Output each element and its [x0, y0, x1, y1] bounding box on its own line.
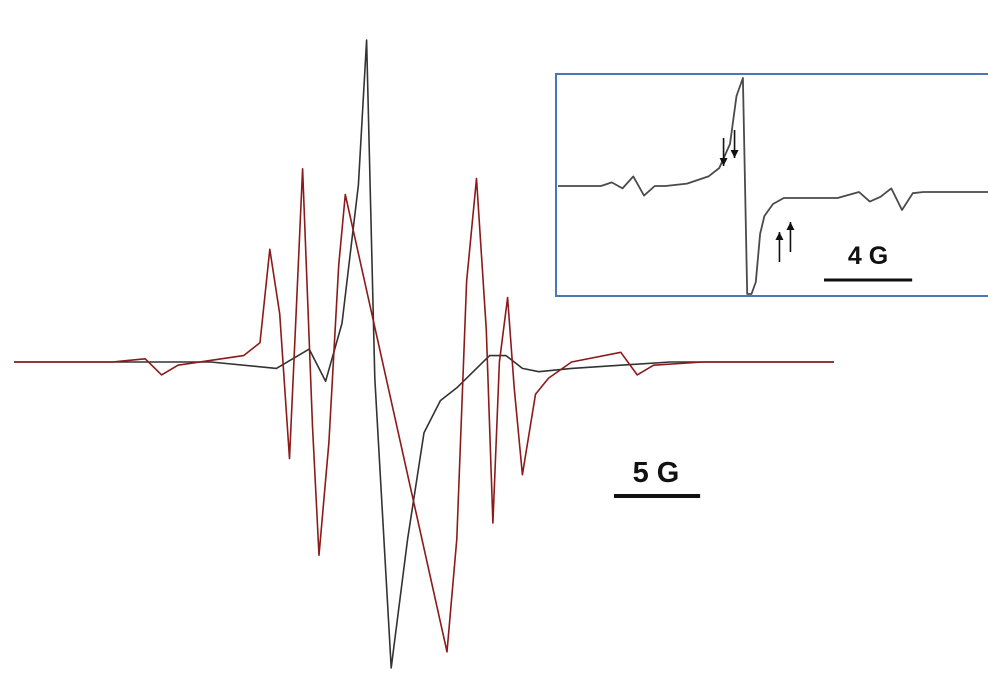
main-scale-label: 5 G: [633, 457, 680, 489]
inset-arrow-down-head: [719, 158, 728, 166]
inset-arrow-up-head: [786, 222, 795, 230]
inset-spectrum-plot: [558, 77, 988, 295]
inset-scale-label: 4 G: [848, 242, 888, 270]
inset-frame: [555, 73, 988, 297]
main-series-line-1: [14, 39, 834, 669]
inset-panel: 4 G: [555, 73, 988, 297]
main-scale-bar-group: 5 G: [614, 457, 701, 498]
inset-arrow-down-head: [730, 150, 739, 158]
inset-series-line-1: [558, 77, 988, 295]
main-spectrum-plot: [14, 39, 834, 669]
main-series-line-2: [14, 168, 834, 653]
inset-arrow-up-head: [775, 232, 784, 240]
inset-arrows: [719, 130, 795, 262]
